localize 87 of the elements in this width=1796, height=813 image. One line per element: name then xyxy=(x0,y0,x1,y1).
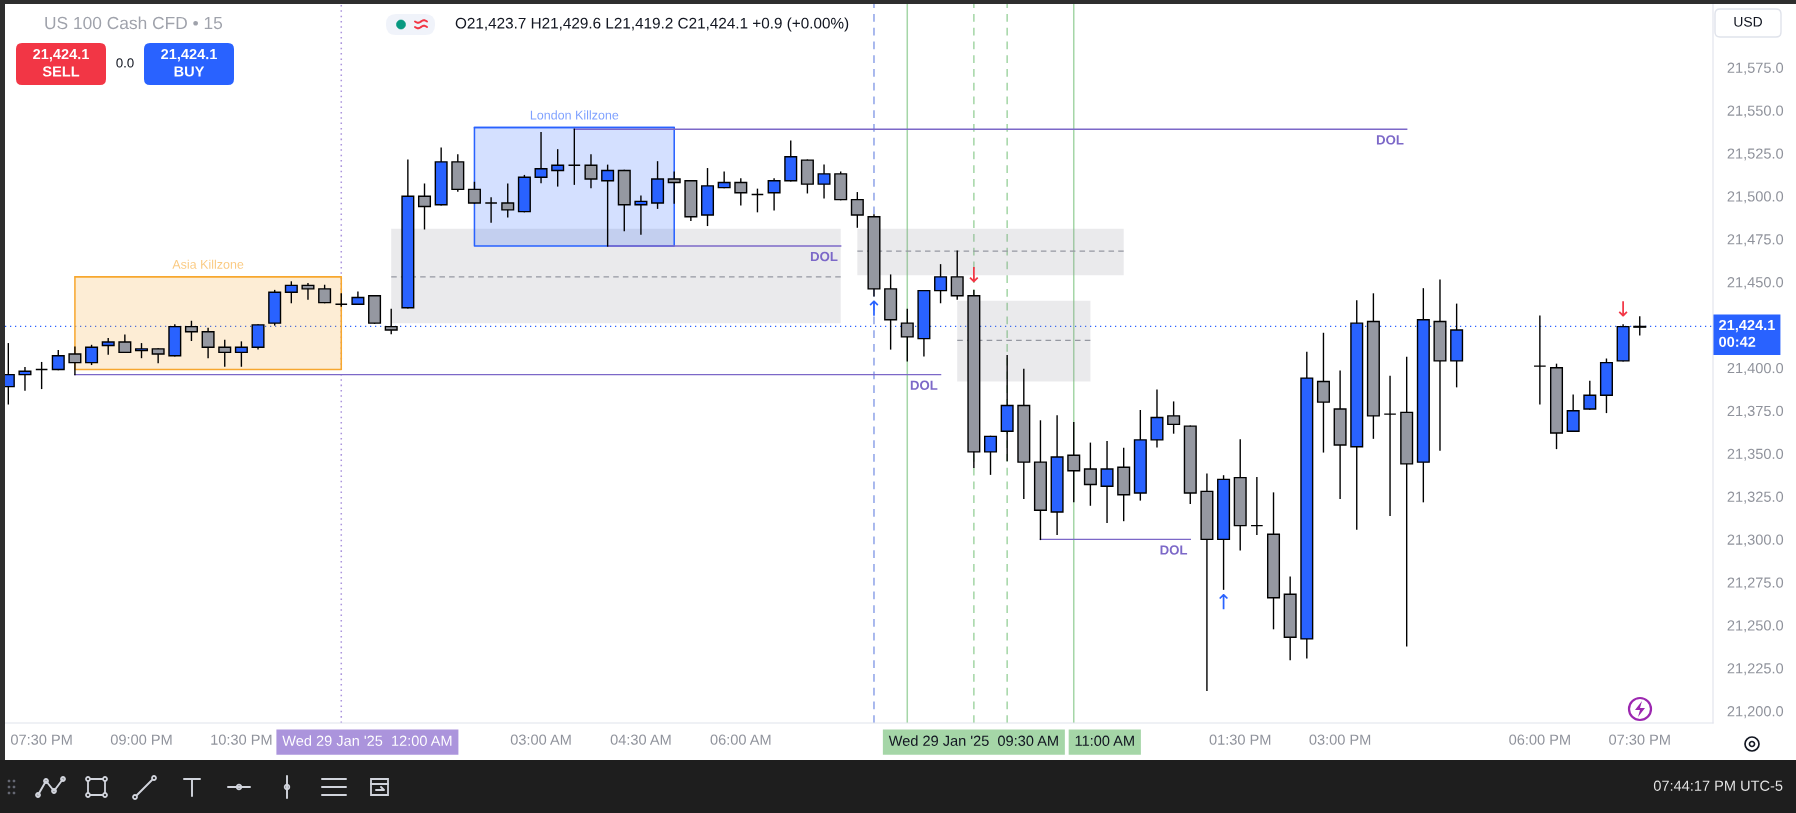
candlestick xyxy=(667,171,681,204)
series-label: DOL xyxy=(810,251,838,262)
y-tick-label: 21,325.0 xyxy=(1727,491,1784,504)
candlestick xyxy=(68,346,82,376)
candlestick xyxy=(1083,442,1097,506)
candlestick xyxy=(717,171,731,189)
candlestick xyxy=(551,149,565,187)
ref-line-label: 11:00 AM xyxy=(1075,735,1134,746)
annotation: 21,424.1 SELL xyxy=(33,48,89,77)
candlestick xyxy=(567,128,581,185)
y-tick-label: 21,500.0 xyxy=(1727,191,1784,204)
y-tick-label: 21,200.0 xyxy=(1727,706,1784,719)
series-label: DOL xyxy=(1160,545,1188,555)
candlestick xyxy=(51,349,65,371)
candlestick xyxy=(35,361,49,390)
candlestick xyxy=(1383,375,1397,517)
x-tick-label: 06:00 AM xyxy=(710,734,771,745)
candlestick xyxy=(534,132,548,184)
candlestick xyxy=(1566,394,1580,432)
ref-line-label: Wed 29 Jan '25 12:00 AM xyxy=(282,735,452,746)
ref-line-label: Wed 29 Jan '25 09:30 AM xyxy=(888,735,1058,746)
text: 07:44:17 PM UTC-5 xyxy=(1653,780,1783,791)
candlestick xyxy=(1067,422,1081,503)
series-label: DOL xyxy=(1376,135,1404,145)
candlestick xyxy=(601,164,615,247)
annotation: ↑ xyxy=(1219,593,1229,610)
y-tick-label: 21,575.0 xyxy=(1727,62,1784,75)
series-label: DOL xyxy=(910,380,938,390)
y-tick-label: 21,525.0 xyxy=(1727,148,1784,161)
candlestick xyxy=(484,197,498,223)
candlestick xyxy=(184,320,198,342)
candlestick xyxy=(417,183,432,230)
candlestick xyxy=(1150,389,1164,448)
text: O21,423.7 H21,429.6 L21,419.2 C21,424.1 +0.9 (+0.00%) xyxy=(455,17,849,32)
candlestick xyxy=(85,344,99,366)
candlestick xyxy=(1250,476,1264,535)
candlestick xyxy=(501,183,515,218)
x-tick-label: 06:00 PM xyxy=(1509,734,1570,745)
candlestick xyxy=(1533,315,1547,405)
candlestick xyxy=(234,341,248,367)
x-tick-label: 03:00 AM xyxy=(510,734,571,745)
y-tick-label: 21,350.0 xyxy=(1727,448,1784,461)
candlestick xyxy=(467,181,481,204)
candlestick xyxy=(734,178,748,206)
candlestick xyxy=(983,435,998,475)
candlestick xyxy=(1316,332,1330,453)
y-tick-label: 21,275.0 xyxy=(1727,577,1784,590)
candlestick xyxy=(900,308,914,362)
x-tick-label: 07:30 PM xyxy=(1609,734,1670,745)
series-label: Asia Killzone xyxy=(172,259,244,269)
text: USD xyxy=(1734,16,1762,27)
y-tick-label: 21,300.0 xyxy=(1727,534,1784,547)
series-label: London Killzone xyxy=(530,110,619,120)
y-tick-label: 21,450.0 xyxy=(1727,277,1784,290)
y-tick-label: 21,225.0 xyxy=(1727,663,1784,676)
annotation: 0.0 xyxy=(116,58,134,68)
candlestick xyxy=(750,188,764,213)
candlestick xyxy=(218,339,232,367)
candlestick xyxy=(850,192,864,228)
annotation: 21,424.1 BUY xyxy=(161,48,217,77)
x-tick-label: 03:00 PM xyxy=(1309,734,1371,745)
x-tick-label: 01:30 PM xyxy=(1209,734,1271,745)
candlestick xyxy=(1100,440,1114,523)
candlestick xyxy=(934,264,948,304)
x-tick-label: 07:30 PM xyxy=(10,734,72,745)
annotation: ↑ xyxy=(869,300,879,316)
x-tick-label: 09:00 PM xyxy=(110,734,172,745)
annotation: ↓ xyxy=(1618,301,1628,317)
y-tick-label: 21,375.0 xyxy=(1727,405,1784,418)
candlestick xyxy=(584,154,598,189)
y-tick-label: 21,400.0 xyxy=(1727,362,1784,375)
text: US 100 Cash CFD • 15 xyxy=(45,16,223,30)
candlestick xyxy=(767,178,781,211)
ref-line-label: 21,424.1 00:42 xyxy=(1719,319,1775,347)
y-tick-label: 21,250.0 xyxy=(1727,620,1784,633)
candlestick xyxy=(1167,401,1181,434)
candlestick xyxy=(301,283,315,300)
x-tick-label: 10:30 PM xyxy=(211,734,272,745)
candlestick xyxy=(284,281,298,304)
x-tick-label: 04:30 AM xyxy=(610,734,671,745)
candlestick xyxy=(201,327,215,359)
y-tick-label: 21,550.0 xyxy=(1727,105,1784,118)
annotation: ↓ xyxy=(969,266,979,283)
candlestick xyxy=(384,308,398,335)
candlestick xyxy=(1583,380,1597,410)
y-tick-label: 21,475.0 xyxy=(1727,234,1784,247)
candlestick xyxy=(817,164,831,199)
